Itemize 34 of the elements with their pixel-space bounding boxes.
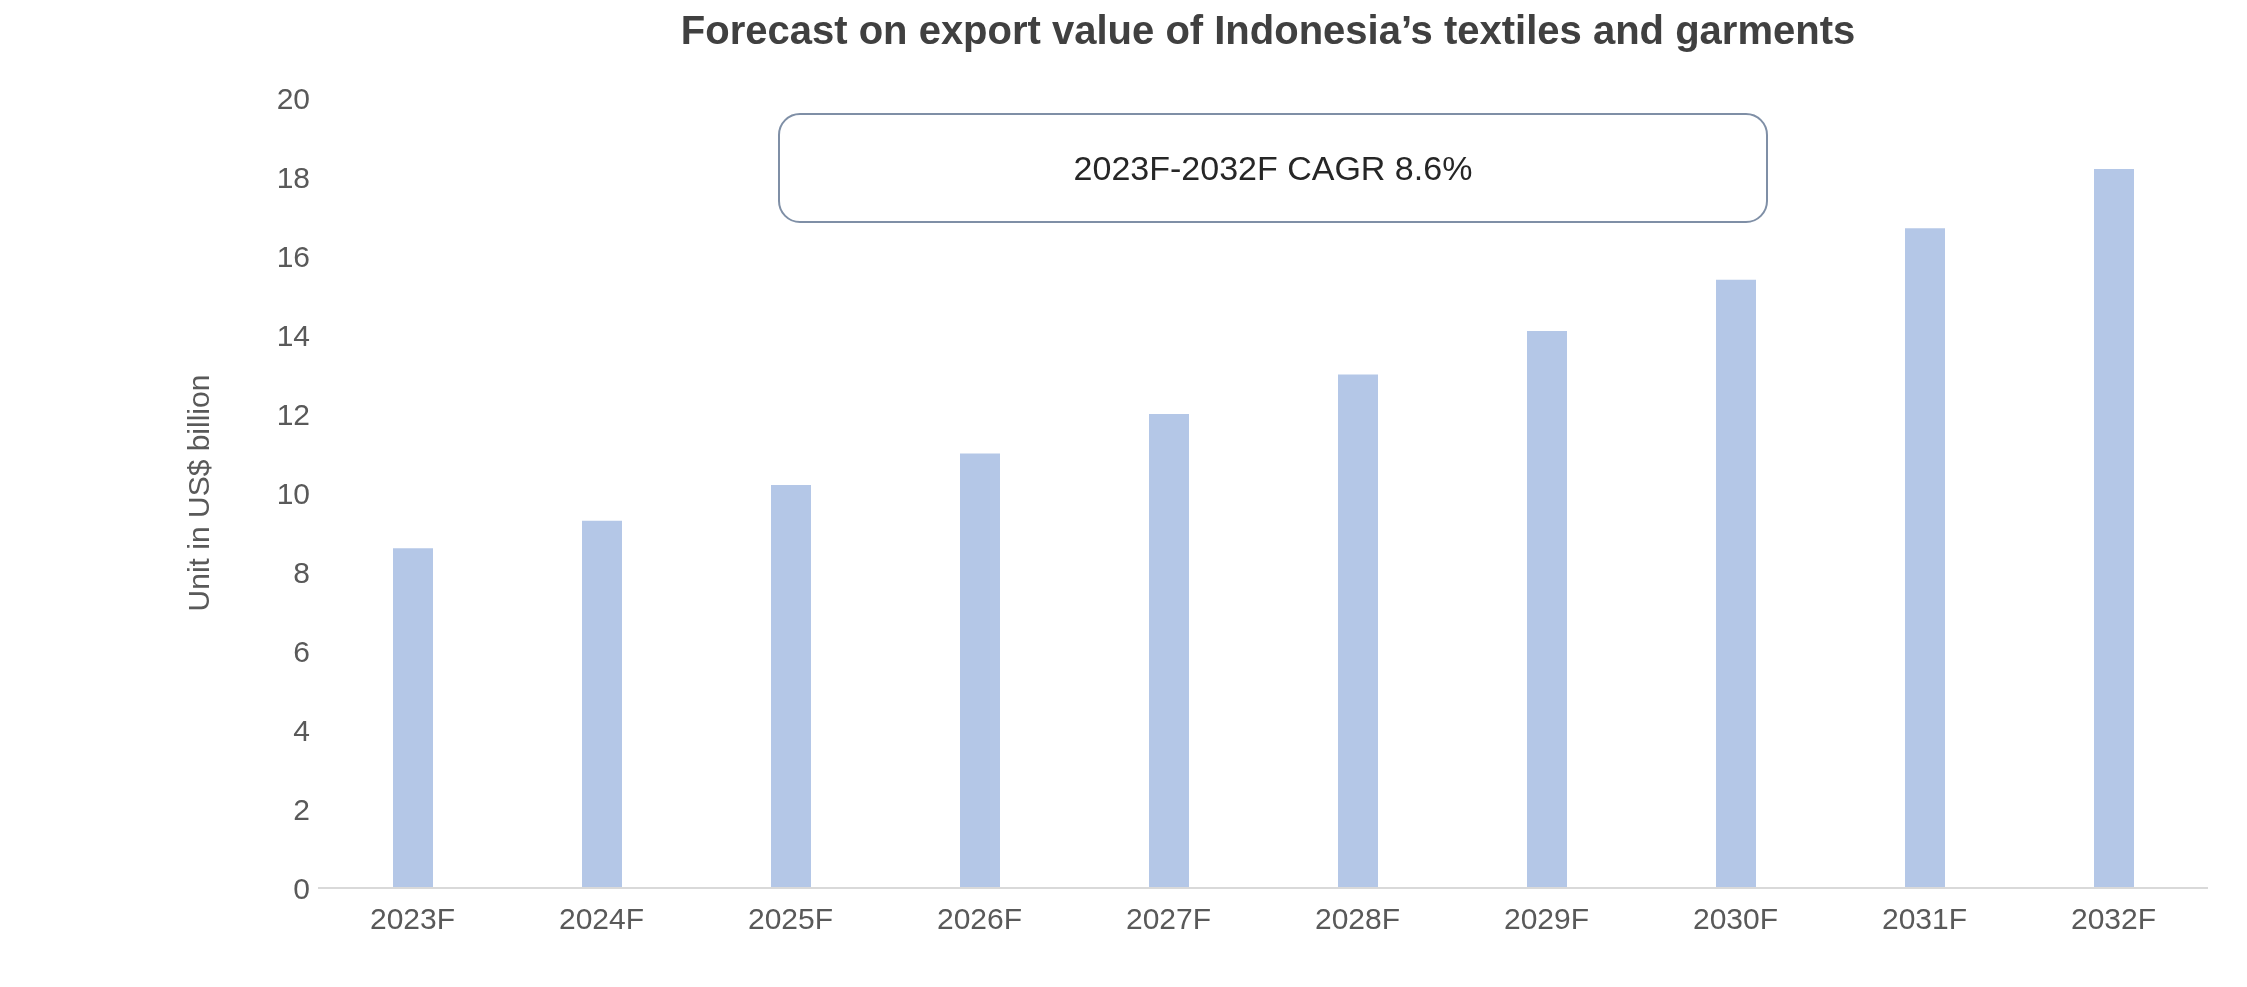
y-axis-title: Unit in US$ billion [181, 374, 215, 612]
y-tick-label: 6 [293, 634, 310, 668]
x-tick-label: 2029F [1503, 902, 1590, 936]
y-tick-label: 2 [293, 792, 310, 826]
bar [960, 453, 1000, 888]
bar [1149, 414, 1189, 888]
x-tick-label: 2025F [747, 902, 834, 936]
bar [1338, 374, 1378, 888]
x-tick-label: 2032F [2070, 902, 2157, 936]
bar [771, 485, 811, 888]
bar [1527, 331, 1567, 888]
y-tick-label: 20 [276, 81, 310, 115]
bar [1716, 279, 1756, 888]
x-tick-label: 2031F [1881, 902, 1968, 936]
bar [2094, 169, 2134, 888]
chart-title: Forecast on export value of Indonesia’s textiles and garments [679, 8, 1857, 54]
y-tick-label: 8 [293, 555, 310, 589]
bar [393, 548, 433, 888]
x-tick-label: 2026F [936, 902, 1023, 936]
y-tick-label: 12 [276, 397, 310, 431]
y-tick-label: 16 [276, 239, 310, 273]
x-tick-label: 2028F [1314, 902, 1401, 936]
y-tick-label: 10 [276, 476, 310, 510]
x-tick-label: 2023F [369, 902, 456, 936]
bar [582, 520, 622, 888]
x-tick-label: 2030F [1692, 902, 1779, 936]
x-tick-label: 2024F [558, 902, 645, 936]
bar [1905, 228, 1945, 888]
y-tick-label: 4 [293, 713, 310, 747]
x-tick-label: 2027F [1125, 902, 1212, 936]
annotation-box: 2023F-2032F CAGR 8.6% [778, 113, 1768, 223]
y-tick-label: 0 [293, 871, 310, 905]
y-tick-label: 18 [276, 160, 310, 194]
y-tick-label: 14 [276, 318, 310, 352]
